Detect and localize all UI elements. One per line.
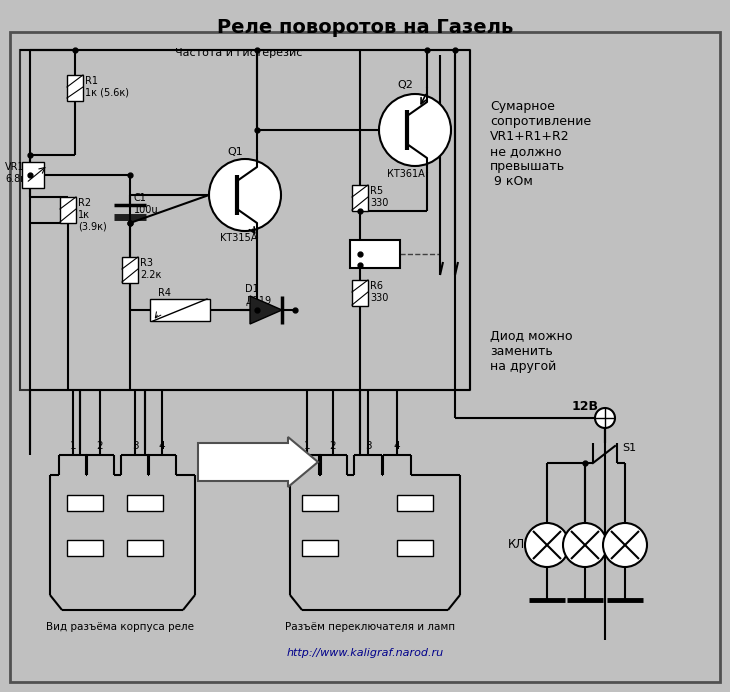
Text: 12В: 12В — [572, 399, 599, 412]
Bar — [67, 75, 83, 101]
Text: D1
Д219: D1 Д219 — [245, 284, 271, 306]
Bar — [67, 540, 103, 556]
Text: Разъём переключателя и ламп: Разъём переключателя и ламп — [285, 622, 455, 632]
Text: R2
1к
(3.9к): R2 1к (3.9к) — [78, 198, 107, 231]
Text: Вид разъёма корпуса реле: Вид разъёма корпуса реле — [46, 622, 194, 632]
Text: 2: 2 — [142, 498, 148, 508]
Text: КТ361А: КТ361А — [387, 169, 425, 179]
Bar — [60, 197, 76, 223]
Text: http://www.kaligraf.narod.ru: http://www.kaligraf.narod.ru — [286, 648, 444, 658]
Text: KТ315А: KТ315А — [220, 233, 258, 243]
Circle shape — [563, 523, 607, 567]
Polygon shape — [250, 296, 282, 324]
Text: R1
1к (5.6к): R1 1к (5.6к) — [85, 76, 129, 98]
Bar — [127, 540, 163, 556]
Text: 2: 2 — [317, 498, 323, 508]
Circle shape — [595, 408, 615, 428]
Bar — [50, 475, 195, 610]
Bar — [67, 495, 103, 511]
Text: 3: 3 — [365, 441, 372, 451]
Bar — [302, 495, 338, 511]
Text: 1: 1 — [69, 441, 77, 451]
Text: 2: 2 — [330, 441, 337, 451]
Text: 3: 3 — [412, 543, 418, 553]
Circle shape — [379, 94, 451, 166]
Text: 2: 2 — [96, 441, 104, 451]
Text: R6
330: R6 330 — [370, 281, 388, 302]
Text: R3
2.2к: R3 2.2к — [140, 258, 161, 280]
Bar — [20, 50, 470, 390]
Bar — [22, 162, 44, 188]
Text: 3: 3 — [131, 441, 138, 451]
Text: 1: 1 — [412, 498, 418, 508]
Text: 1: 1 — [304, 441, 310, 451]
Bar — [302, 540, 338, 556]
Text: Диод можно
заменить
на другой: Диод можно заменить на другой — [490, 330, 572, 373]
Text: Частота и гистерезис: Частота и гистерезис — [175, 48, 302, 58]
Bar — [352, 280, 368, 306]
Bar — [290, 475, 460, 610]
Text: 3: 3 — [82, 543, 88, 553]
Bar — [122, 257, 138, 283]
Bar — [127, 495, 163, 511]
Text: R4
100: R4 100 — [158, 288, 177, 309]
Text: 4: 4 — [317, 543, 323, 553]
Text: S1: S1 — [622, 443, 636, 453]
Text: Реле поворотов на Газель: Реле поворотов на Газель — [217, 18, 513, 37]
Circle shape — [525, 523, 569, 567]
Text: R5
330: R5 330 — [370, 186, 388, 208]
Text: VR1
6.8к: VR1 6.8к — [5, 162, 26, 183]
Bar — [397, 540, 433, 556]
Bar — [350, 240, 400, 268]
Circle shape — [209, 159, 281, 231]
Text: 4: 4 — [142, 543, 148, 553]
Text: 4: 4 — [158, 441, 165, 451]
FancyArrow shape — [198, 437, 318, 487]
Text: Rel1: Rel1 — [364, 249, 386, 259]
Text: 4: 4 — [393, 441, 400, 451]
Bar — [352, 185, 368, 211]
Text: Q2: Q2 — [397, 80, 413, 90]
Text: C1
100u: C1 100u — [134, 193, 158, 215]
Bar — [150, 299, 210, 321]
Bar — [397, 495, 433, 511]
Text: Сумарное
сопротивление
VR1+R1+R2
не должно
превышать
 9 кОм: Сумарное сопротивление VR1+R1+R2 не долж… — [490, 100, 591, 188]
Circle shape — [603, 523, 647, 567]
Text: Q1: Q1 — [227, 147, 243, 157]
Text: 1: 1 — [82, 498, 88, 508]
Text: КЛ: КЛ — [508, 538, 525, 552]
